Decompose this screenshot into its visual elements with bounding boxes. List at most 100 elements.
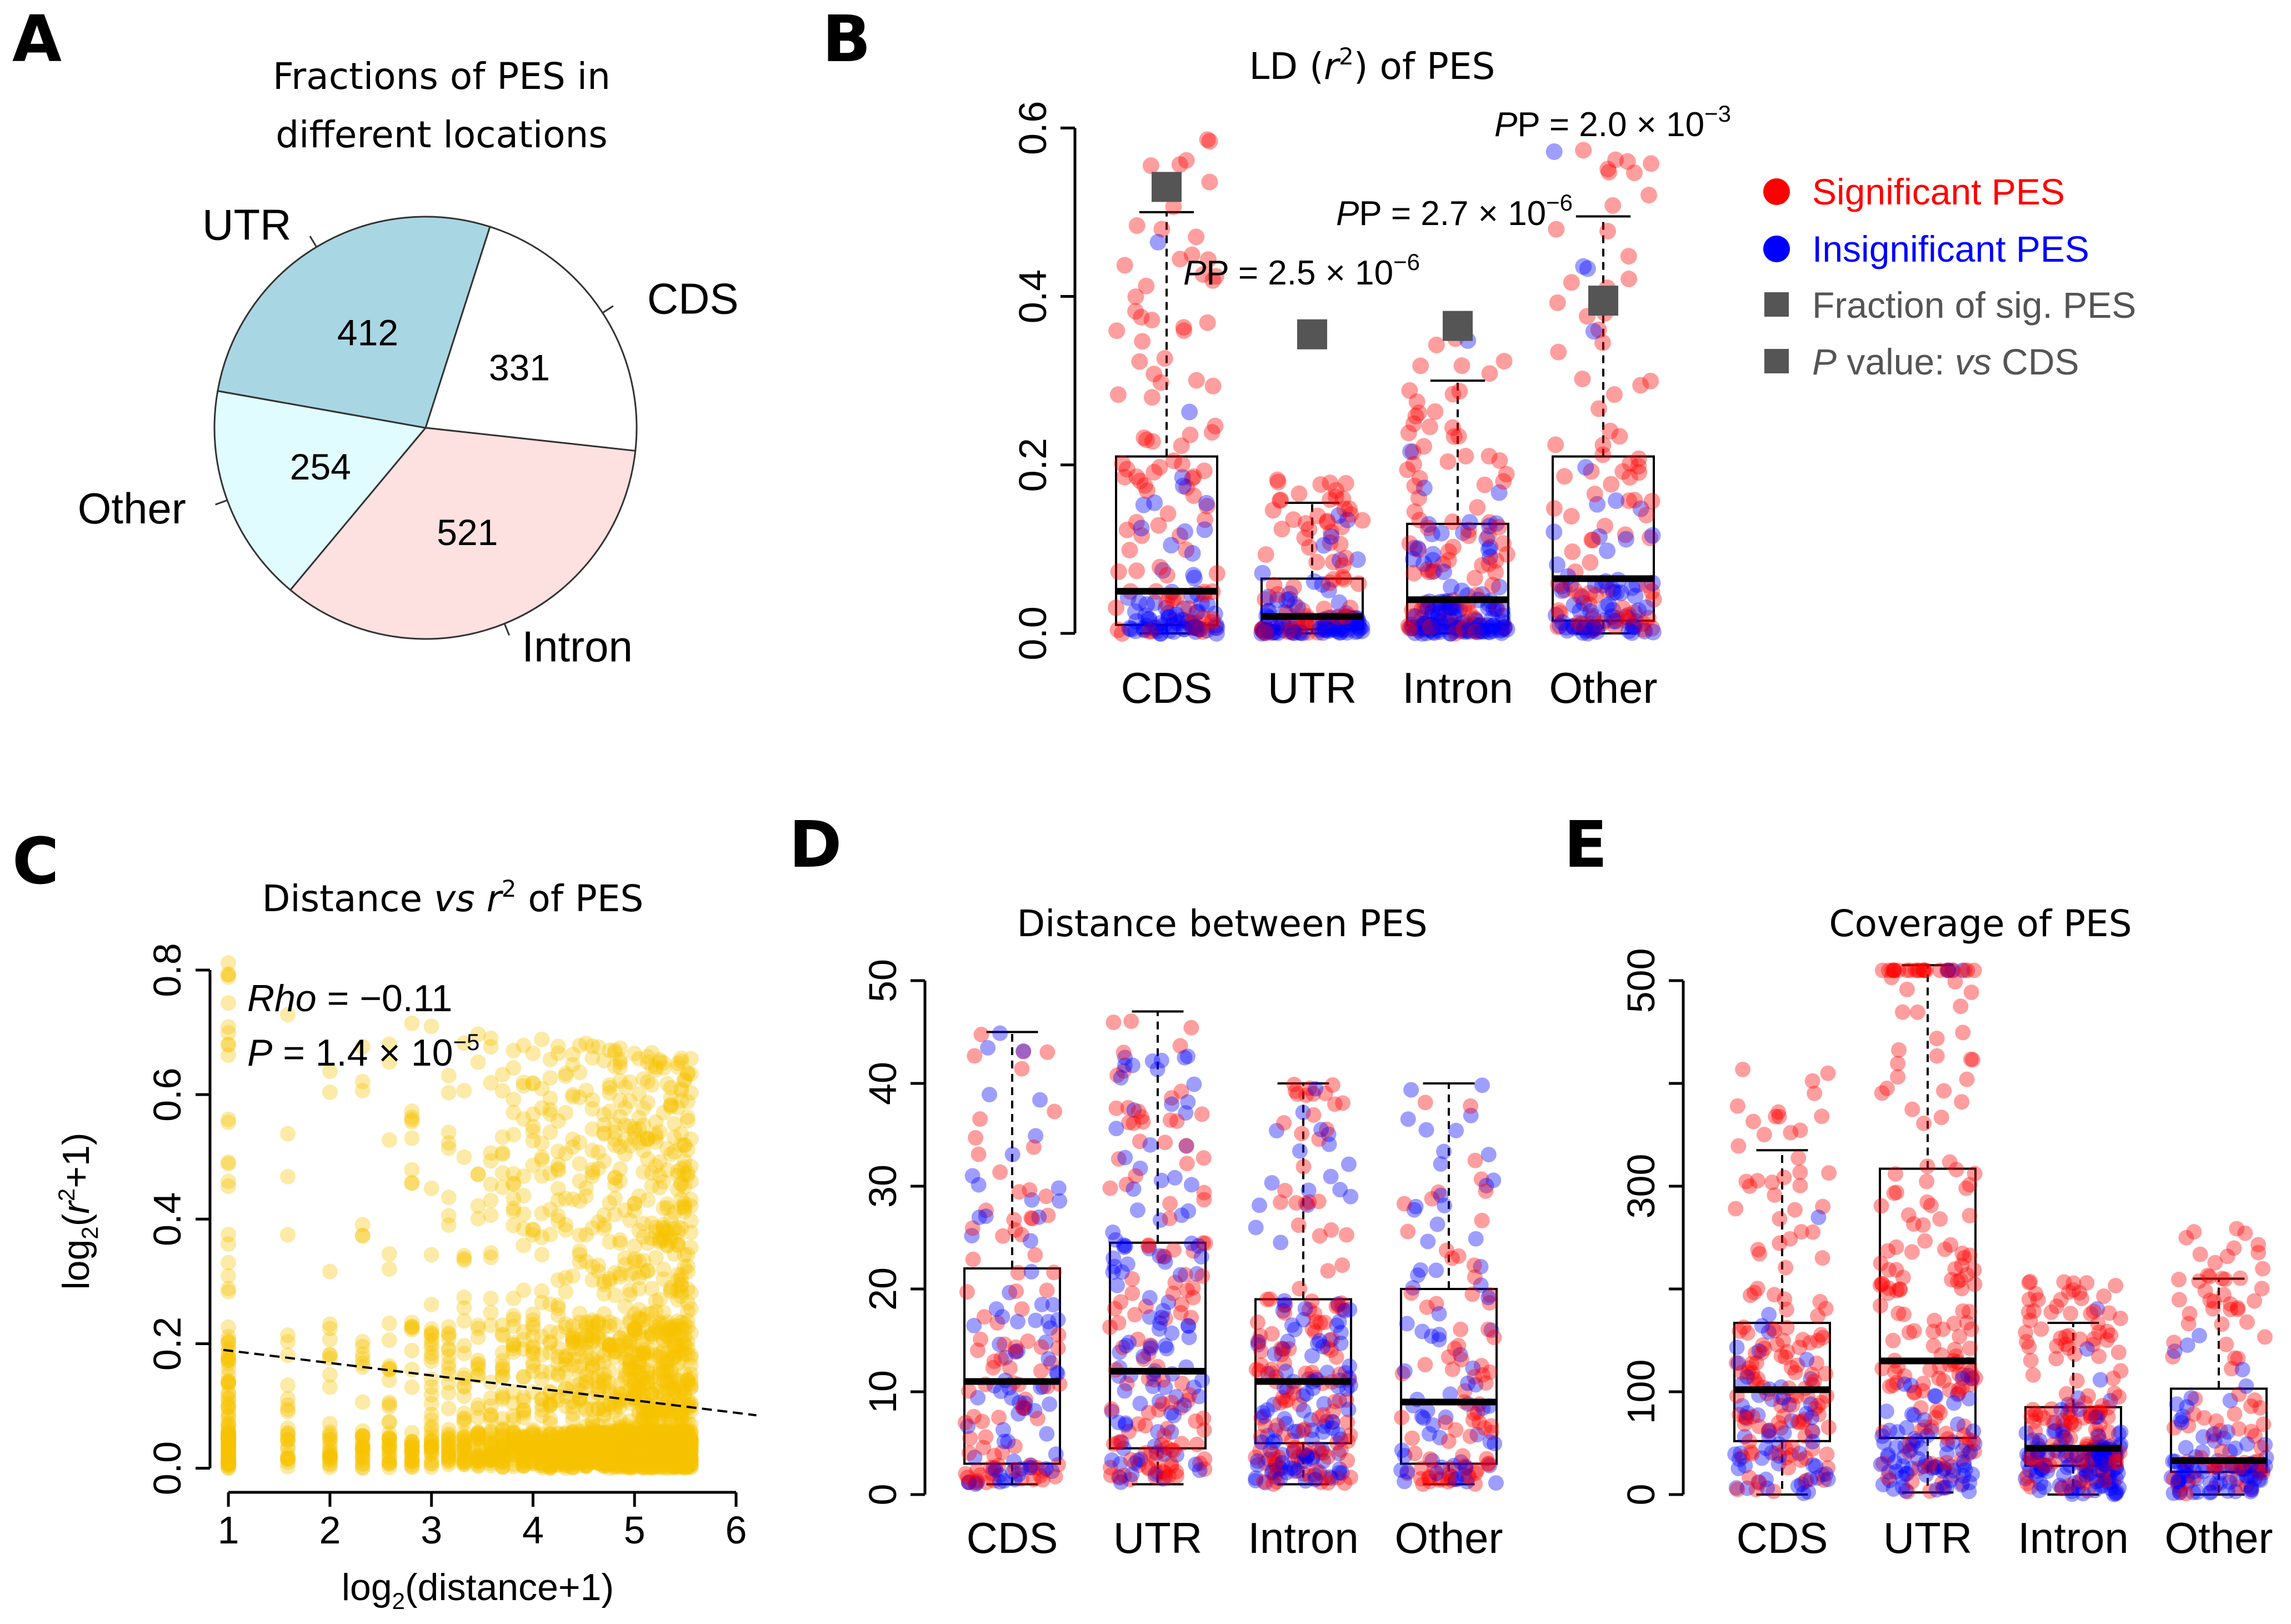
scatter-point — [221, 1456, 237, 1472]
point-significant — [1417, 1095, 1433, 1111]
point-insignificant — [1479, 617, 1497, 634]
point-insignificant — [1032, 1092, 1048, 1108]
scatter-point — [558, 1436, 574, 1452]
point-insignificant — [1164, 1096, 1180, 1112]
scatter-point — [506, 1341, 522, 1357]
scatter-point — [644, 1077, 660, 1093]
point-significant — [2058, 1336, 2074, 1352]
scatter-point — [607, 1435, 623, 1451]
scatter-point — [550, 1432, 566, 1448]
scatter-point — [525, 1423, 541, 1440]
scatter-point — [506, 1200, 522, 1216]
scatter-point — [494, 1146, 511, 1162]
scatter-point — [423, 1438, 439, 1454]
scatter-point — [221, 1431, 237, 1447]
point-insignificant — [1729, 1340, 1745, 1356]
scatter-point — [456, 1438, 472, 1454]
scatter-point — [578, 1373, 594, 1389]
scatter-point — [470, 1452, 486, 1468]
scatter-point — [584, 1328, 601, 1345]
point-insignificant — [1454, 619, 1472, 636]
scatter-point — [354, 1333, 371, 1350]
point-significant — [1417, 1357, 1433, 1373]
scatter-point — [565, 1335, 581, 1351]
scatter-point — [280, 1420, 296, 1436]
point-significant — [1285, 623, 1302, 641]
scatter-point — [584, 1431, 601, 1447]
point-significant — [1474, 617, 1491, 634]
point-insignificant — [1160, 604, 1177, 622]
scatter-point — [516, 1237, 532, 1253]
point-insignificant — [1618, 531, 1635, 548]
scatter-point — [534, 1031, 550, 1047]
scatter-point — [221, 1442, 237, 1458]
point-significant — [1602, 422, 1619, 439]
point-significant — [1199, 251, 1217, 268]
point-insignificant — [1404, 551, 1422, 568]
scatter-point — [525, 1433, 541, 1450]
scatter-point — [596, 1440, 612, 1456]
point-significant — [1730, 1138, 1747, 1154]
scatter-point — [639, 1095, 656, 1111]
scatter-point — [542, 1458, 558, 1474]
scatter-point — [602, 1453, 618, 1469]
scatter-point — [423, 1340, 439, 1356]
scatter-point — [550, 1426, 566, 1442]
p-annotation: P = 1.4 × 10−5 — [247, 1029, 479, 1074]
scatter-point — [550, 1157, 566, 1173]
scatter-point — [591, 1441, 607, 1457]
point-insignificant — [1253, 624, 1270, 642]
scatter-point — [221, 1351, 237, 1367]
scatter-point — [221, 1332, 237, 1348]
point-significant — [1165, 612, 1183, 629]
point-insignificant — [1153, 1052, 1169, 1068]
scatter-point — [423, 1446, 439, 1462]
scatter-point — [612, 1431, 628, 1447]
point-significant — [1953, 998, 1969, 1015]
point-insignificant — [1142, 1137, 1158, 1153]
point-insignificant — [1455, 621, 1472, 638]
point-insignificant — [971, 1210, 987, 1226]
point-significant — [1290, 485, 1308, 502]
point-significant — [1406, 477, 1423, 494]
scatter-point — [221, 1451, 237, 1467]
point-significant — [1745, 1113, 1762, 1130]
point-significant — [1165, 198, 1182, 215]
scatter-point — [591, 1355, 607, 1371]
scatter-point — [612, 1421, 628, 1437]
point-significant — [1887, 1166, 1903, 1182]
scatter-point — [607, 1131, 623, 1147]
scatter-point — [322, 1379, 338, 1395]
point-significant — [1128, 1168, 1144, 1184]
scatter-point — [423, 1433, 439, 1449]
point-significant — [1162, 1196, 1178, 1212]
scatter-point — [525, 1340, 541, 1356]
point-significant — [1729, 1098, 1745, 1114]
point-significant — [1276, 1115, 1292, 1131]
scatter-point — [612, 1427, 628, 1443]
scatter-point — [456, 1454, 472, 1470]
point-insignificant — [1274, 621, 1292, 638]
scatter-point — [221, 1453, 237, 1470]
scatter-point — [441, 1432, 457, 1448]
scatter-point — [516, 1206, 532, 1222]
scatter-point — [584, 1220, 601, 1236]
point-significant — [1444, 386, 1462, 403]
scatter-point — [602, 1383, 618, 1399]
point-insignificant — [1196, 521, 1213, 538]
point-insignificant — [1260, 588, 1277, 606]
scatter-point — [483, 1250, 499, 1266]
scatter-point — [423, 1325, 439, 1341]
point-insignificant — [1323, 528, 1340, 545]
panel-a-pie-chart: Fractions of PES in different locations … — [78, 55, 739, 671]
point-significant — [1604, 197, 1622, 214]
point-significant — [1885, 1332, 1901, 1348]
point-significant — [1336, 501, 1353, 518]
point-significant — [1620, 492, 1638, 509]
scatter-point — [578, 1036, 594, 1052]
scatter-point — [470, 1450, 486, 1466]
scatter-point — [596, 1276, 612, 1292]
point-significant — [1159, 505, 1177, 522]
scatter-point — [381, 1425, 397, 1441]
scatter-point — [322, 1449, 338, 1465]
